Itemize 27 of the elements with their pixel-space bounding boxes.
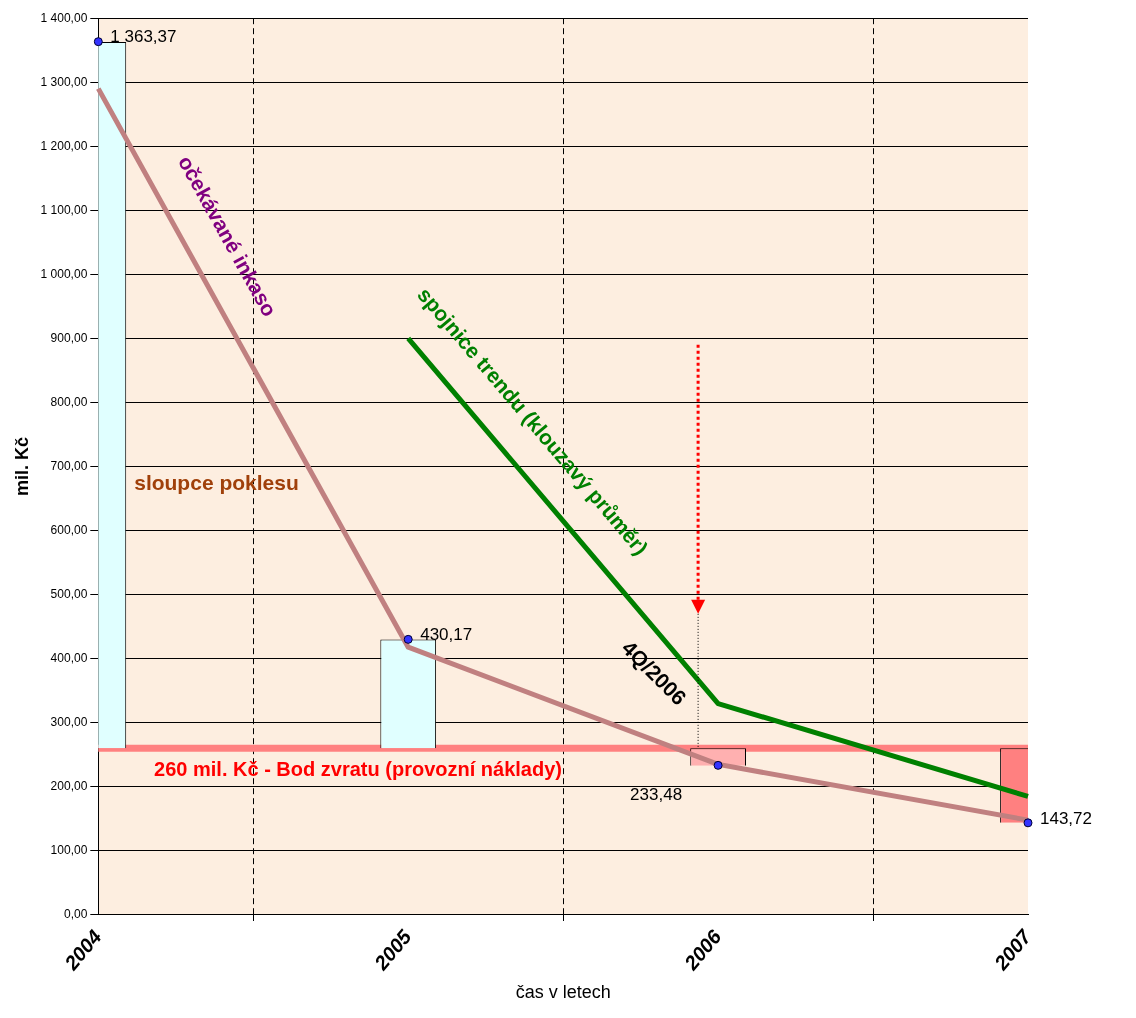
point bbox=[1023, 818, 1033, 828]
y-tick-label: 1 400,00 bbox=[40, 10, 88, 25]
data-label: 143,72 bbox=[1040, 808, 1092, 828]
y-tick-label: 1 200,00 bbox=[40, 138, 88, 153]
y-tick-label: 800,00 bbox=[50, 394, 88, 409]
point bbox=[403, 634, 413, 644]
x-axis-title: čas v letech bbox=[515, 982, 611, 1003]
y-tick-label: 1 000,00 bbox=[40, 266, 88, 281]
y-tick-label: 0,00 bbox=[63, 907, 88, 922]
y-tick-label: 100,00 bbox=[50, 843, 88, 858]
y-tick-label: 700,00 bbox=[50, 458, 88, 473]
y-tick-label: 200,00 bbox=[50, 779, 88, 794]
y-tick-label: 1 300,00 bbox=[40, 74, 88, 89]
y-tick-label: 600,00 bbox=[50, 522, 88, 537]
y-tick-label: 500,00 bbox=[50, 586, 88, 601]
y-tick-label: 1 100,00 bbox=[40, 202, 88, 217]
data-label: 233,48 bbox=[630, 785, 683, 805]
point bbox=[713, 760, 723, 770]
point bbox=[93, 37, 103, 47]
y-tick-label: 300,00 bbox=[50, 715, 88, 730]
y-tick-label: 900,00 bbox=[50, 330, 88, 345]
ref-line-label: 260 mil. Kč - Bod zvratu (provozní náklady) bbox=[154, 757, 562, 780]
data-label: 430,17 bbox=[420, 625, 473, 645]
data-label: 1 363,37 bbox=[110, 27, 177, 47]
y-tick-label: 400,00 bbox=[50, 651, 88, 666]
y-axis-title: mil. Kč bbox=[11, 437, 32, 497]
series-label: sloupce poklesu bbox=[134, 471, 299, 495]
